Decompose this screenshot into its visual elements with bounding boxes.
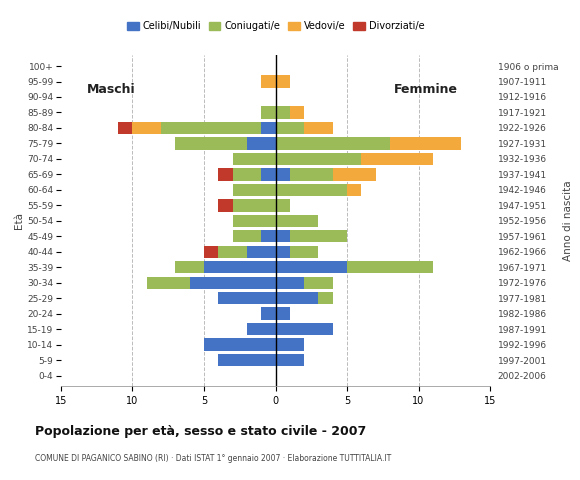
Bar <box>247 246 276 258</box>
Bar <box>233 199 276 212</box>
Bar <box>261 106 276 119</box>
Bar <box>218 292 276 304</box>
Y-axis label: Anno di nascita: Anno di nascita <box>563 180 572 261</box>
Text: Maschi: Maschi <box>86 83 135 96</box>
Bar <box>261 168 276 180</box>
Bar <box>233 215 276 227</box>
Text: Femmine: Femmine <box>394 83 458 96</box>
Y-axis label: Età: Età <box>14 212 24 229</box>
Bar <box>233 184 276 196</box>
Bar <box>276 75 290 88</box>
Bar <box>276 261 347 274</box>
Bar <box>276 122 304 134</box>
Bar <box>233 168 261 180</box>
Bar <box>290 230 347 242</box>
Bar <box>276 199 290 212</box>
Bar <box>333 168 376 180</box>
Text: COMUNE DI PAGANICO SABINO (RI) · Dati ISTAT 1° gennaio 2007 · Elaborazione TUTTI: COMUNE DI PAGANICO SABINO (RI) · Dati IS… <box>35 454 391 463</box>
Bar <box>276 106 290 119</box>
Bar <box>233 153 276 165</box>
Bar <box>204 261 276 274</box>
Bar <box>218 354 276 366</box>
Bar <box>261 230 276 242</box>
Bar <box>204 246 218 258</box>
Bar <box>247 137 276 150</box>
Bar <box>276 215 318 227</box>
Bar <box>361 153 433 165</box>
Bar <box>276 354 304 366</box>
Bar <box>347 261 433 274</box>
Bar <box>218 246 247 258</box>
Bar <box>276 338 304 351</box>
Bar <box>276 246 290 258</box>
Bar <box>190 276 276 289</box>
Bar <box>276 153 361 165</box>
Bar <box>347 184 361 196</box>
Bar <box>304 122 333 134</box>
Bar <box>276 276 304 289</box>
Bar <box>261 75 276 88</box>
Bar <box>161 122 261 134</box>
Bar <box>261 308 276 320</box>
Bar <box>218 168 233 180</box>
Bar <box>276 323 333 336</box>
Bar <box>247 323 276 336</box>
Bar <box>276 137 390 150</box>
Bar <box>276 184 347 196</box>
Bar <box>276 308 290 320</box>
Bar <box>204 338 276 351</box>
Bar <box>233 230 261 242</box>
Bar <box>276 292 318 304</box>
Bar <box>290 168 333 180</box>
Bar <box>290 246 318 258</box>
Bar <box>175 261 204 274</box>
Bar <box>118 122 132 134</box>
Bar <box>290 106 304 119</box>
Bar <box>132 122 161 134</box>
Bar <box>147 276 190 289</box>
Bar <box>276 230 290 242</box>
Bar <box>218 199 233 212</box>
Text: Popolazione per età, sesso e stato civile - 2007: Popolazione per età, sesso e stato civil… <box>35 425 366 438</box>
Bar <box>318 292 333 304</box>
Bar <box>304 276 333 289</box>
Bar <box>390 137 462 150</box>
Legend: Celibi/Nubili, Coniugati/e, Vedovi/e, Divorziati/e: Celibi/Nubili, Coniugati/e, Vedovi/e, Di… <box>123 17 428 35</box>
Bar <box>261 122 276 134</box>
Bar <box>276 168 290 180</box>
Bar <box>175 137 247 150</box>
